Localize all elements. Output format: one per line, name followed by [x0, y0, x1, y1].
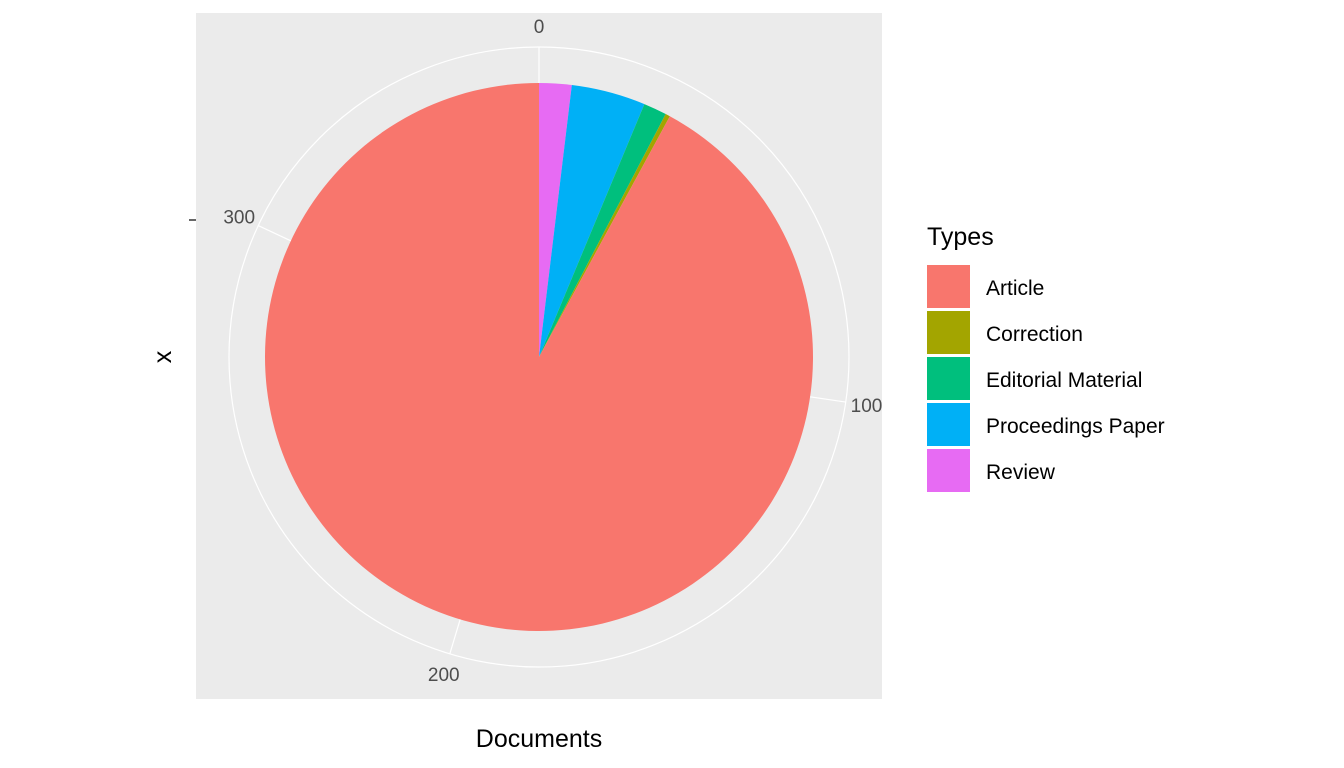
- tick-label-200: 200: [428, 665, 460, 686]
- y-axis-title: x: [149, 350, 177, 363]
- legend-swatch-proceedings-paper: [927, 403, 970, 446]
- tick-label-100: 100: [851, 396, 883, 417]
- pie-slices: [265, 83, 813, 631]
- tick-label-0: 0: [534, 17, 545, 38]
- radial-tick-labels: 0 100 200 300: [223, 17, 882, 686]
- legend-label-proceedings-paper: Proceedings Paper: [986, 415, 1165, 438]
- legend-title: Types: [927, 223, 994, 251]
- pie-slice-correction: [539, 114, 670, 357]
- legend-label-review: Review: [986, 461, 1056, 484]
- pie-slice-proceedings-paper: [539, 84, 645, 358]
- pie-slice-editorial-material: [539, 104, 666, 357]
- legend-swatch-editorial-material: [927, 357, 970, 400]
- legend: Types Article Correction Editorial Materia…: [927, 223, 1165, 492]
- pie-slice-review: [539, 83, 572, 357]
- legend-swatch-article: [927, 265, 970, 308]
- legend-label-editorial-material: Editorial Material: [986, 369, 1142, 392]
- legend-swatch-review: [927, 449, 970, 492]
- pie-slice-article: [265, 83, 813, 631]
- tick-label-300: 300: [223, 208, 255, 229]
- legend-label-article: Article: [986, 277, 1044, 300]
- legend-swatch-correction: [927, 311, 970, 354]
- legend-label-correction: Correction: [986, 323, 1083, 346]
- x-axis-title: Documents: [476, 725, 602, 753]
